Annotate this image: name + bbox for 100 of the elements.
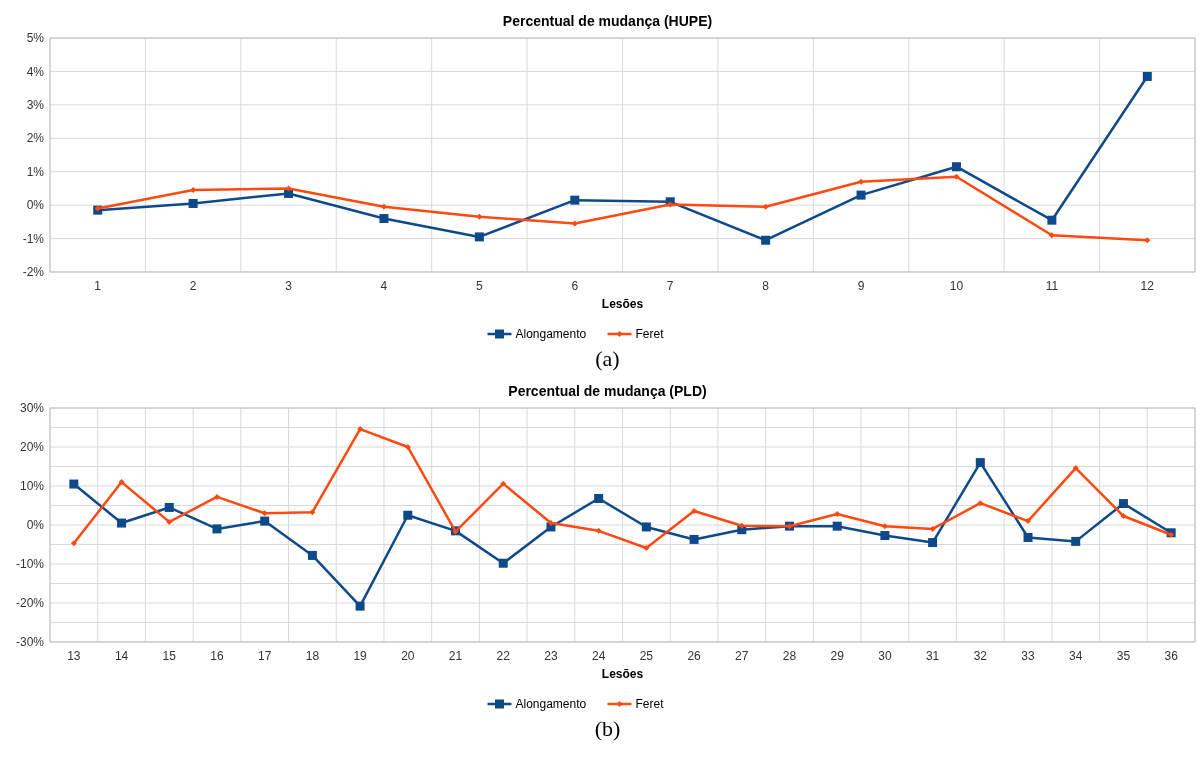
x-tick-label: 25	[639, 649, 654, 663]
x-tick-label: 8	[762, 279, 770, 293]
y-tick-label: 20%	[19, 440, 45, 455]
x-tick-label: 17	[258, 649, 272, 663]
point	[357, 426, 364, 433]
x-tick-label: 15	[162, 649, 177, 663]
y-tick-label: -20%	[15, 596, 45, 611]
point	[1023, 532, 1033, 542]
point	[476, 213, 483, 220]
x-tick-label: 18	[305, 649, 320, 663]
y-tick-label: 3%	[26, 98, 45, 113]
x-tick-label: 20	[401, 649, 415, 663]
y-tick-label: 30%	[19, 401, 45, 416]
point	[309, 509, 316, 516]
x-tick-label: 22	[496, 649, 511, 663]
x-tick-label: 30	[878, 649, 892, 663]
point	[951, 162, 961, 172]
x-tick-label: 27	[735, 649, 749, 663]
y-tick-label: 0%	[26, 198, 45, 213]
point	[595, 527, 602, 534]
x-tick-label: 9	[857, 279, 865, 293]
point	[70, 540, 77, 547]
x-tick-label: 7	[666, 279, 674, 293]
point	[834, 511, 841, 518]
x-axis-title: Lesões	[601, 297, 644, 311]
x-tick-label: 21	[448, 649, 463, 663]
point	[762, 203, 769, 210]
legend-label: Feret	[635, 697, 665, 712]
point	[1144, 237, 1151, 244]
x-tick-label: 28	[782, 649, 797, 663]
x-tick-label: 26	[687, 649, 702, 663]
legend-label: Alongamento	[515, 327, 587, 342]
point	[404, 444, 411, 450]
point	[547, 520, 554, 527]
text: (a)	[595, 346, 620, 371]
x-tick-label: 19	[353, 649, 368, 663]
point	[355, 601, 365, 611]
point	[975, 458, 985, 468]
point	[691, 507, 698, 514]
point	[188, 198, 198, 208]
point	[260, 516, 270, 526]
point	[1118, 499, 1128, 509]
point	[929, 525, 936, 532]
x-tick-label: 4	[380, 279, 388, 293]
point	[1071, 536, 1081, 546]
point	[500, 480, 507, 487]
y-tick-label: -2%	[22, 265, 45, 280]
y-tick-label: 2%	[26, 131, 45, 146]
y-tick-label: -10%	[15, 557, 45, 572]
y-tick-label: 1%	[26, 164, 45, 179]
x-tick-label: 2	[189, 279, 197, 293]
x-tick-label: 34	[1069, 649, 1083, 663]
point	[1120, 513, 1127, 520]
point	[1048, 232, 1055, 239]
point	[667, 201, 674, 208]
y-tick-label: -1%	[22, 231, 45, 246]
point	[977, 500, 984, 507]
x-tick-label: 5	[476, 279, 484, 293]
x-tick-label: 6	[571, 279, 579, 293]
point	[285, 185, 292, 192]
x-tick-label: 13	[67, 649, 81, 663]
x-tick-label: 3	[285, 279, 293, 293]
point	[380, 203, 387, 210]
legend-label: Feret	[635, 327, 665, 342]
x-tick-label: 1	[94, 279, 102, 293]
x-tick-label: 35	[1116, 649, 1131, 663]
point	[213, 493, 220, 500]
point	[403, 510, 413, 520]
point	[69, 479, 79, 489]
point	[856, 190, 866, 200]
x-tick-label: 31	[925, 649, 940, 663]
x-tick-label: 12	[1140, 279, 1155, 293]
x-tick-label: 36	[1164, 649, 1179, 663]
x-tick-label: 32	[973, 649, 988, 663]
point	[212, 524, 222, 534]
point	[571, 220, 578, 227]
point	[643, 545, 650, 552]
point	[1072, 465, 1079, 472]
point	[261, 510, 268, 517]
point	[117, 518, 127, 528]
point	[164, 502, 174, 512]
point	[166, 518, 173, 525]
point	[880, 531, 890, 541]
y-tick-label: 0%	[26, 518, 45, 533]
y-tick-label: -30%	[15, 635, 45, 650]
chart-title: Percentual de mudança (PLD)	[508, 383, 707, 399]
point	[738, 522, 745, 529]
point	[953, 173, 960, 180]
point	[761, 235, 771, 245]
x-tick-label: 23	[544, 649, 558, 663]
point	[858, 178, 865, 185]
chart-title: Percentual de mudança (HUPE)	[502, 13, 713, 29]
x-tick-label: 11	[1045, 279, 1059, 293]
point	[1142, 71, 1152, 81]
x-tick-label: 16	[210, 649, 224, 663]
point	[689, 534, 699, 544]
y-tick-label: 10%	[19, 479, 45, 494]
point	[594, 493, 604, 503]
x-axis-title: Lesões	[601, 667, 644, 681]
point	[641, 522, 651, 532]
